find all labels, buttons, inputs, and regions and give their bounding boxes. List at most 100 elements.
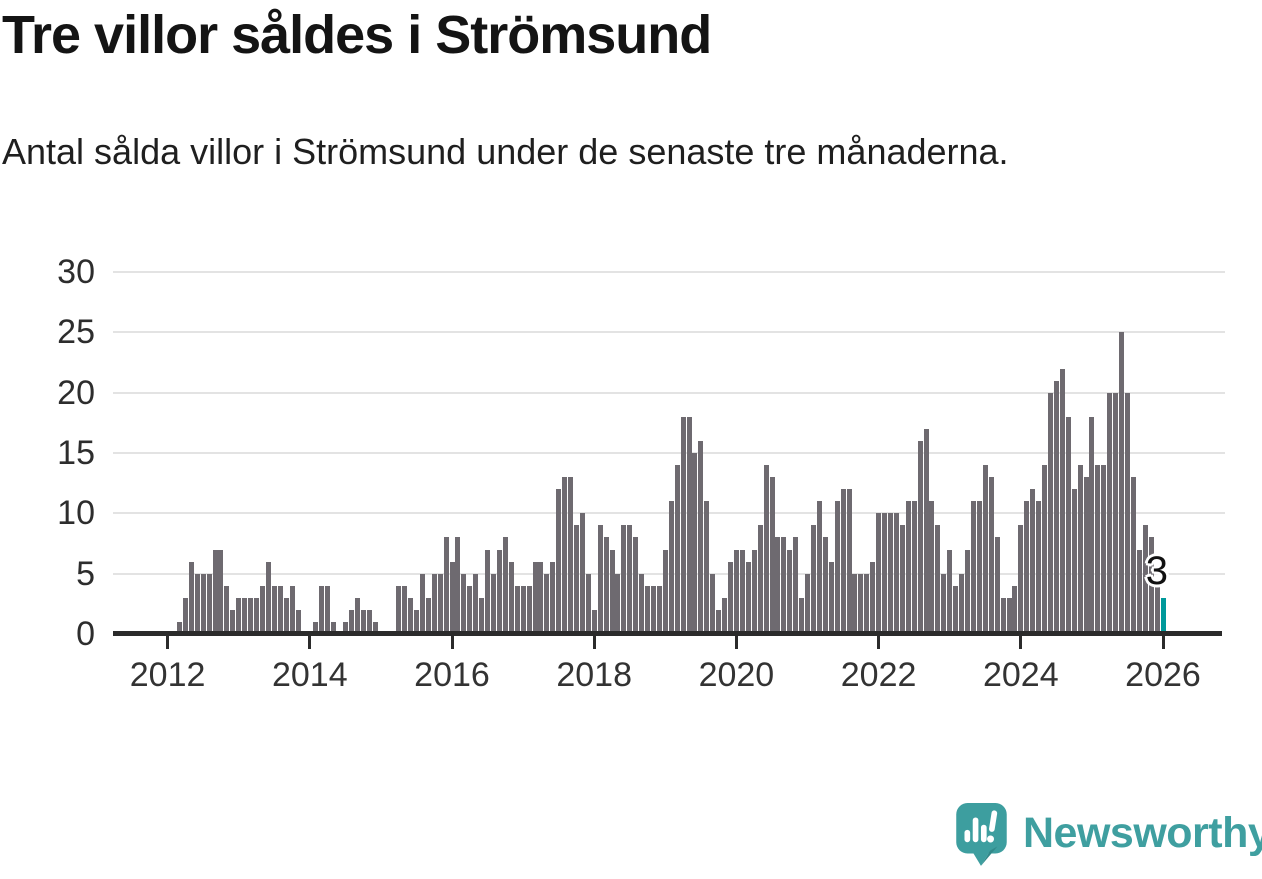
- bar: [917, 440, 923, 634]
- bar: [852, 573, 858, 634]
- bar: [621, 525, 627, 634]
- bar: [739, 549, 745, 634]
- bar: [1059, 368, 1065, 634]
- bar: [988, 477, 994, 634]
- bar: [1148, 537, 1154, 634]
- bar: [692, 452, 698, 634]
- bar: [822, 537, 828, 634]
- exclamation-icon: [987, 810, 998, 843]
- bar: [224, 585, 230, 634]
- bar: [953, 585, 959, 634]
- bar: [722, 597, 728, 634]
- bar: [757, 525, 763, 634]
- bar: [1142, 525, 1148, 634]
- bar: [1101, 465, 1107, 634]
- bar: [810, 525, 816, 634]
- bar: [864, 573, 870, 634]
- bar: [639, 573, 645, 634]
- bar: [177, 621, 182, 634]
- bar: [259, 585, 265, 634]
- bar: [408, 597, 414, 634]
- bar: [419, 573, 425, 634]
- bar: [769, 477, 775, 634]
- x-axis-label: 2020: [698, 656, 775, 694]
- bar: [212, 549, 218, 634]
- bar: [1089, 416, 1095, 634]
- bar: [645, 585, 651, 634]
- bar: [751, 549, 757, 634]
- x-axis-label: 2022: [840, 656, 917, 694]
- bar: [502, 537, 508, 634]
- bar: [965, 549, 971, 634]
- bar: [840, 489, 846, 634]
- bar: [579, 513, 585, 634]
- bar: [1053, 380, 1059, 634]
- bar: [1119, 332, 1125, 634]
- bar: [876, 513, 882, 634]
- bar: [799, 597, 805, 634]
- bar: [668, 501, 674, 634]
- bar: [496, 549, 502, 634]
- bar: [704, 501, 710, 634]
- bar: [828, 561, 834, 634]
- bar: [781, 537, 787, 634]
- bar: [271, 585, 277, 634]
- bar: [360, 609, 366, 634]
- bar: [597, 525, 603, 634]
- bar: [1077, 465, 1083, 634]
- bar: [473, 573, 479, 634]
- newsworthy-logo-icon: [956, 803, 1007, 866]
- bar: [568, 477, 574, 634]
- bar: [846, 489, 852, 634]
- bar: [242, 597, 248, 634]
- bar: [1071, 489, 1077, 634]
- tick-mark: [450, 636, 454, 649]
- bar: [834, 501, 840, 634]
- bar: [805, 573, 811, 634]
- bar: [206, 573, 212, 634]
- bar: [662, 549, 668, 634]
- bar: [573, 525, 579, 634]
- bar: [194, 573, 200, 634]
- x-axis-label: 2026: [1125, 656, 1201, 694]
- bar: [532, 561, 538, 634]
- bar: [935, 525, 941, 634]
- tick-mark: [592, 636, 596, 649]
- bar: [188, 561, 194, 634]
- bar: [431, 573, 437, 634]
- bar: [947, 549, 953, 634]
- bar: [514, 585, 520, 634]
- bar: [888, 513, 893, 634]
- bar: [479, 597, 485, 634]
- bar: [1113, 392, 1119, 634]
- newsworthy-logo: Newsworthy: [953, 799, 1262, 871]
- bar: [745, 561, 751, 634]
- bar: [680, 416, 686, 634]
- y-axis-label: 10: [57, 494, 95, 533]
- bar: [1154, 585, 1160, 634]
- x-axis-label: 2016: [414, 656, 490, 694]
- bar: [870, 561, 876, 634]
- bar: [656, 585, 662, 634]
- bar: [633, 537, 639, 634]
- x-axis-label: 2018: [556, 656, 632, 694]
- bar: [1083, 477, 1089, 634]
- bar: [283, 597, 289, 634]
- bar: [1136, 549, 1142, 634]
- x-axis-label: 2024: [982, 656, 1059, 694]
- bar: [526, 585, 532, 634]
- page-title: Tre villor såldes i Strömsund: [2, 5, 712, 65]
- bar: [467, 585, 473, 634]
- bar: [331, 621, 337, 634]
- bar: [348, 609, 354, 634]
- highlight-bar: [1160, 597, 1166, 634]
- bar: [591, 609, 597, 634]
- bar: [787, 549, 793, 634]
- bar: [923, 428, 929, 634]
- bar: [911, 501, 917, 634]
- tick-mark: [166, 636, 170, 649]
- tick-mark: [877, 636, 881, 649]
- bar: [425, 597, 431, 634]
- bar: [976, 501, 982, 634]
- bar: [248, 597, 254, 634]
